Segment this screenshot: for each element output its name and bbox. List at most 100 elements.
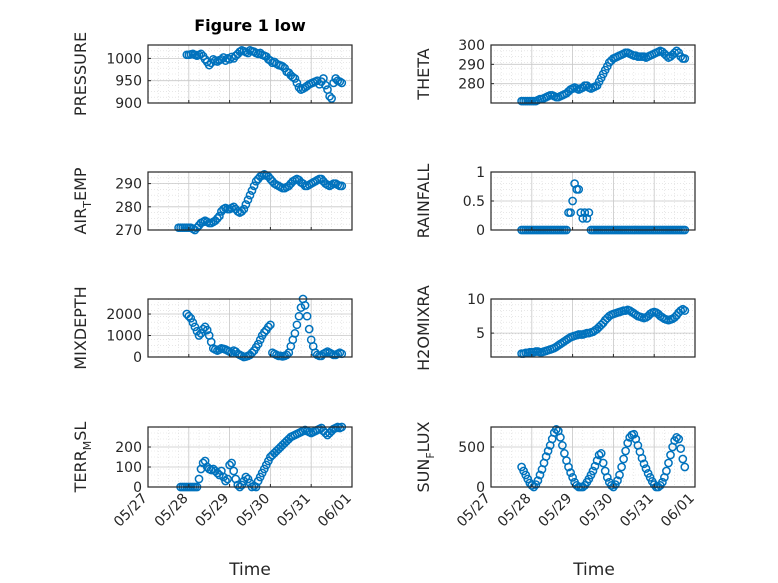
y-axis-label: H2OMIXRA (414, 285, 433, 371)
data-point (662, 51, 671, 60)
data-point (290, 74, 300, 83)
data-point (264, 322, 273, 332)
y-tick-label: 0 (133, 350, 142, 366)
x-tick-label: 06/01 (315, 491, 355, 531)
y-axis-label: TERRMSL (71, 422, 94, 494)
data-point (225, 54, 234, 64)
data-point (566, 208, 575, 217)
data-point (237, 207, 247, 216)
data-point (213, 214, 222, 223)
data-point (294, 83, 304, 92)
data-point (598, 458, 608, 468)
data-point (294, 311, 304, 321)
data-point (215, 211, 224, 221)
y-tick-label: 0 (476, 223, 485, 239)
data-point (337, 181, 347, 191)
data-point (229, 466, 239, 476)
series-markers (517, 46, 690, 106)
data-point (527, 481, 537, 490)
x-tick-label: 06/01 (658, 491, 698, 531)
data-point (578, 214, 588, 223)
data-point (680, 306, 690, 315)
data-point (617, 462, 626, 472)
data-point (282, 350, 292, 360)
data-point (243, 195, 253, 205)
data-point (674, 434, 684, 444)
data-point (678, 454, 688, 464)
x-tick-label: 05/29 (193, 491, 233, 531)
data-point (666, 450, 675, 460)
data-point (266, 320, 275, 330)
x-tick-label: 05/28 (495, 491, 535, 531)
y-tick-label: 5 (476, 326, 485, 342)
x-tick-label: 05/30 (576, 491, 616, 531)
subplot-sun-flux: 500 005/27 05/28 05/29 05/30 05/31 06/01 SUNFLU… (414, 421, 698, 530)
data-point (588, 466, 598, 476)
data-point (678, 304, 688, 314)
data-point (670, 48, 679, 58)
data-point (662, 466, 671, 476)
y-tick-label: 270 (115, 223, 142, 239)
series-markers (182, 294, 347, 362)
y-tick-label: 280 (115, 200, 142, 216)
y-axis-label: PRESSURE (71, 32, 90, 116)
data-point (255, 335, 265, 345)
data-point (541, 452, 551, 461)
axes-box (147, 44, 353, 104)
data-point (621, 446, 630, 456)
x-tick-label: 05/31 (274, 491, 314, 531)
data-point (641, 464, 651, 473)
data-point (245, 190, 255, 200)
data-point (278, 62, 287, 71)
subplot-h2omixra: 10 5 H2OMIXRA (414, 285, 696, 371)
data-point (337, 78, 347, 88)
series-markers (517, 425, 690, 492)
data-point (566, 468, 575, 477)
data-point (572, 481, 582, 490)
x-tick-label: 05/28 (152, 491, 192, 531)
data-point (221, 56, 230, 65)
data-point (221, 476, 230, 486)
y-tick-label: 10 (467, 292, 485, 308)
data-point (556, 433, 565, 442)
data-point (253, 339, 263, 349)
data-point (188, 318, 198, 327)
data-point (672, 433, 681, 442)
data-point (292, 78, 302, 88)
data-point (639, 459, 649, 469)
data-point (582, 214, 592, 223)
data-point (321, 80, 330, 90)
data-point (680, 462, 690, 472)
data-point (196, 49, 206, 59)
data-point (533, 476, 543, 485)
axes-box (147, 426, 353, 488)
subplot-mixdepth: 2000 1000 0 MIXDEPTH (71, 286, 353, 370)
data-point (194, 474, 204, 484)
y-axis-label: THETA (414, 48, 433, 100)
y-tick-label: 1000 (106, 51, 142, 67)
axes-box (490, 44, 696, 104)
y-tick-label: 300 (458, 38, 485, 54)
data-point (327, 94, 336, 103)
data-point (590, 461, 600, 471)
y-tick-label: 0 (476, 480, 485, 496)
data-point (227, 458, 236, 468)
y-tick-label: 950 (115, 74, 142, 90)
subplot-terr-msl: 200 100 005/27 05/28 05/29 05/30 05/31 06/01 TER… (71, 422, 355, 531)
y-axis-label: MIXDEPTH (71, 286, 90, 369)
data-point (629, 429, 639, 439)
data-point (259, 327, 269, 337)
axes-box (147, 298, 353, 358)
data-point (578, 83, 588, 92)
data-point (594, 450, 604, 460)
x-tick-label: 05/27 (111, 491, 151, 531)
subplot-air-temp: 290 280 270 AIRTEMP (71, 167, 353, 239)
data-point (680, 54, 690, 63)
data-point (292, 320, 302, 330)
data-point (186, 313, 196, 323)
data-point (300, 301, 310, 310)
data-point (227, 348, 236, 358)
figure-title: Figure 1 low (194, 16, 306, 35)
data-point (204, 60, 214, 70)
